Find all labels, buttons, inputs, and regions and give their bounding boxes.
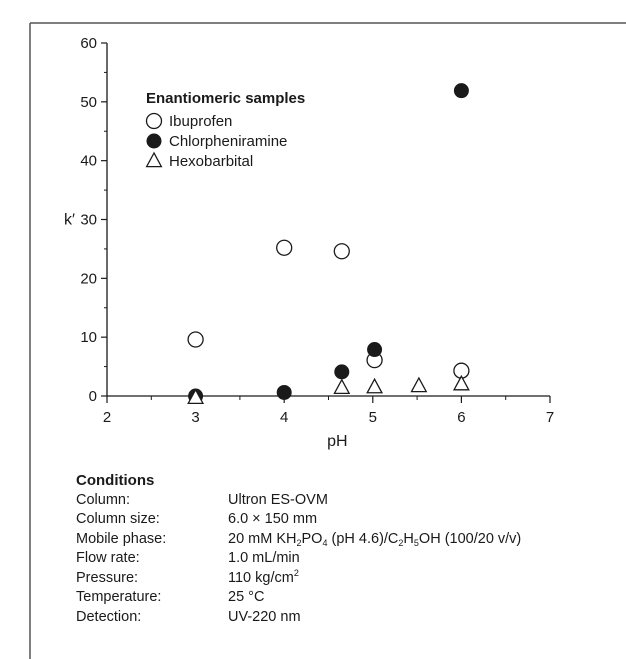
x-tick-label: 2 <box>103 409 111 426</box>
condition-row-flow-rate: Flow rate: 1.0 mL/min <box>76 549 521 569</box>
condition-row-pressure: Pressure: 110 kg/cm2 <box>76 567 521 589</box>
y-tick-label: 60 <box>80 35 97 52</box>
point-hexobarbital <box>187 388 205 405</box>
condition-value: UV-220 nm <box>228 608 301 625</box>
legend-title: Enantiomeric samples <box>146 90 305 107</box>
y-tick-label: 10 <box>80 329 97 346</box>
data-points <box>187 83 470 405</box>
point-hexobarbital <box>452 374 470 391</box>
point-hexobarbital <box>410 376 428 393</box>
condition-row-column: Column: Ultron ES-OVM <box>76 491 521 511</box>
legend-label: Ibuprofen <box>169 113 232 130</box>
point-hexobarbital <box>333 378 351 395</box>
y-tick-label: 0 <box>89 388 97 405</box>
legend-marker-ibuprofen <box>145 112 163 130</box>
y-tick-label: 40 <box>80 153 97 170</box>
condition-key: Mobile phase: <box>76 530 167 547</box>
y-tick-label: 30 <box>80 212 97 229</box>
point-hexobarbital <box>366 377 384 394</box>
legend: Enantiomeric samples Ibuprofen Chlorphenir… <box>145 90 305 170</box>
point-chlorpheniramine <box>334 364 350 380</box>
condition-row-column-size: Column size: 6.0 × 150 mm <box>76 510 521 530</box>
condition-key: Temperature: <box>76 589 162 605</box>
condition-value: 25 °C <box>228 589 265 605</box>
y-axis-title: k′ <box>64 212 75 229</box>
condition-row-mobile-phase: Mobile phase: 20 mM KH2PO4 (pH 4.6)/C2H5… <box>76 530 521 550</box>
condition-value: 1.0 mL/min <box>228 550 300 566</box>
point-ibuprofen <box>187 331 204 348</box>
x-tick-label: 5 <box>369 409 377 426</box>
axis-ticks: 0 10 20 30 40 50 60 2 3 4 5 6 7 <box>80 35 554 426</box>
legend-marker-hexobarbital <box>145 151 163 168</box>
condition-key: Column: <box>76 491 130 508</box>
condition-value-pressure: 110 kg/cm2 <box>228 567 299 586</box>
condition-value: Ultron ES-OVM <box>228 491 328 508</box>
x-tick-label: 6 <box>457 409 465 426</box>
conditions-panel: Conditions Column: Ultron ES-OVM Column … <box>76 471 521 627</box>
conditions-title: Conditions <box>76 472 155 489</box>
condition-value-mobile-phase: 20 mM KH2PO4 (pH 4.6)/C2H5OH (100/20 v/v… <box>228 530 522 548</box>
y-tick-label: 20 <box>80 270 97 287</box>
condition-key: Detection: <box>76 608 142 625</box>
point-ibuprofen <box>333 243 350 260</box>
point-chlorpheniramine <box>276 384 292 400</box>
condition-key: Column size: <box>76 511 160 527</box>
point-ibuprofen <box>276 239 293 256</box>
scatter-chart: 0 10 20 30 40 50 60 2 3 4 5 6 7 Enantiomeric samples… <box>64 35 554 450</box>
condition-key: Pressure: <box>76 569 139 586</box>
condition-row-temperature: Temperature: 25 °C <box>76 588 521 608</box>
legend-marker-chlorpheniramine <box>146 133 162 149</box>
legend-label: Chlorpheniramine <box>169 133 287 150</box>
condition-row-detection: Detection: UV-220 nm <box>76 608 521 628</box>
point-chlorpheniramine <box>453 83 469 99</box>
x-tick-label: 7 <box>546 409 554 426</box>
point-chlorpheniramine <box>367 342 383 358</box>
legend-label: Hexobarbital <box>169 153 253 170</box>
x-axis-title: pH <box>327 433 347 450</box>
y-tick-label: 50 <box>80 94 97 111</box>
x-tick-label: 4 <box>280 409 288 426</box>
x-tick-label: 3 <box>191 409 199 426</box>
condition-key: Flow rate: <box>76 550 140 566</box>
condition-value: 6.0 × 150 mm <box>228 511 318 527</box>
